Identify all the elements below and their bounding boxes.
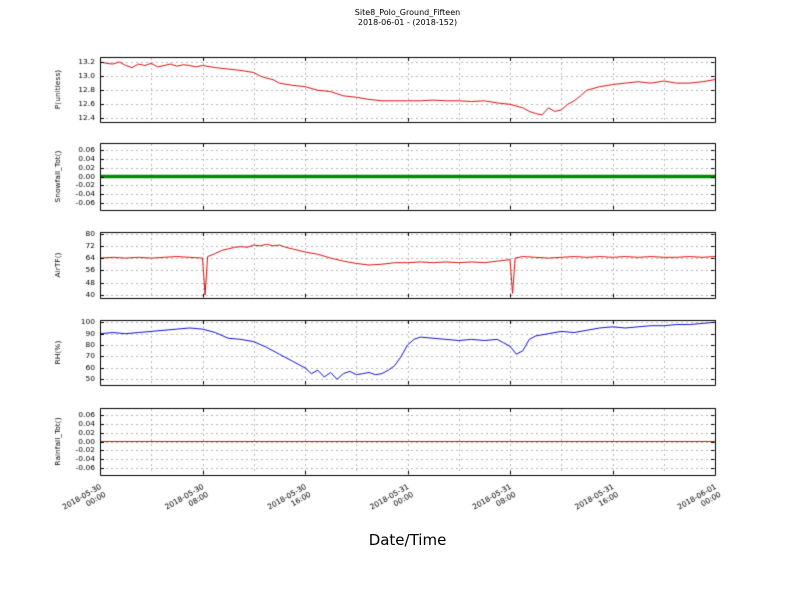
chart-title-block: Site8_Polo_Ground_Fifteen 2018-06-01 - (… <box>100 8 715 28</box>
chart-title: Site8_Polo_Ground_Fifteen <box>354 8 461 17</box>
chart-subtitle: 2018-06-01 - (2018-152) <box>357 18 458 27</box>
x-axis-label: Date/Time <box>368 531 447 549</box>
